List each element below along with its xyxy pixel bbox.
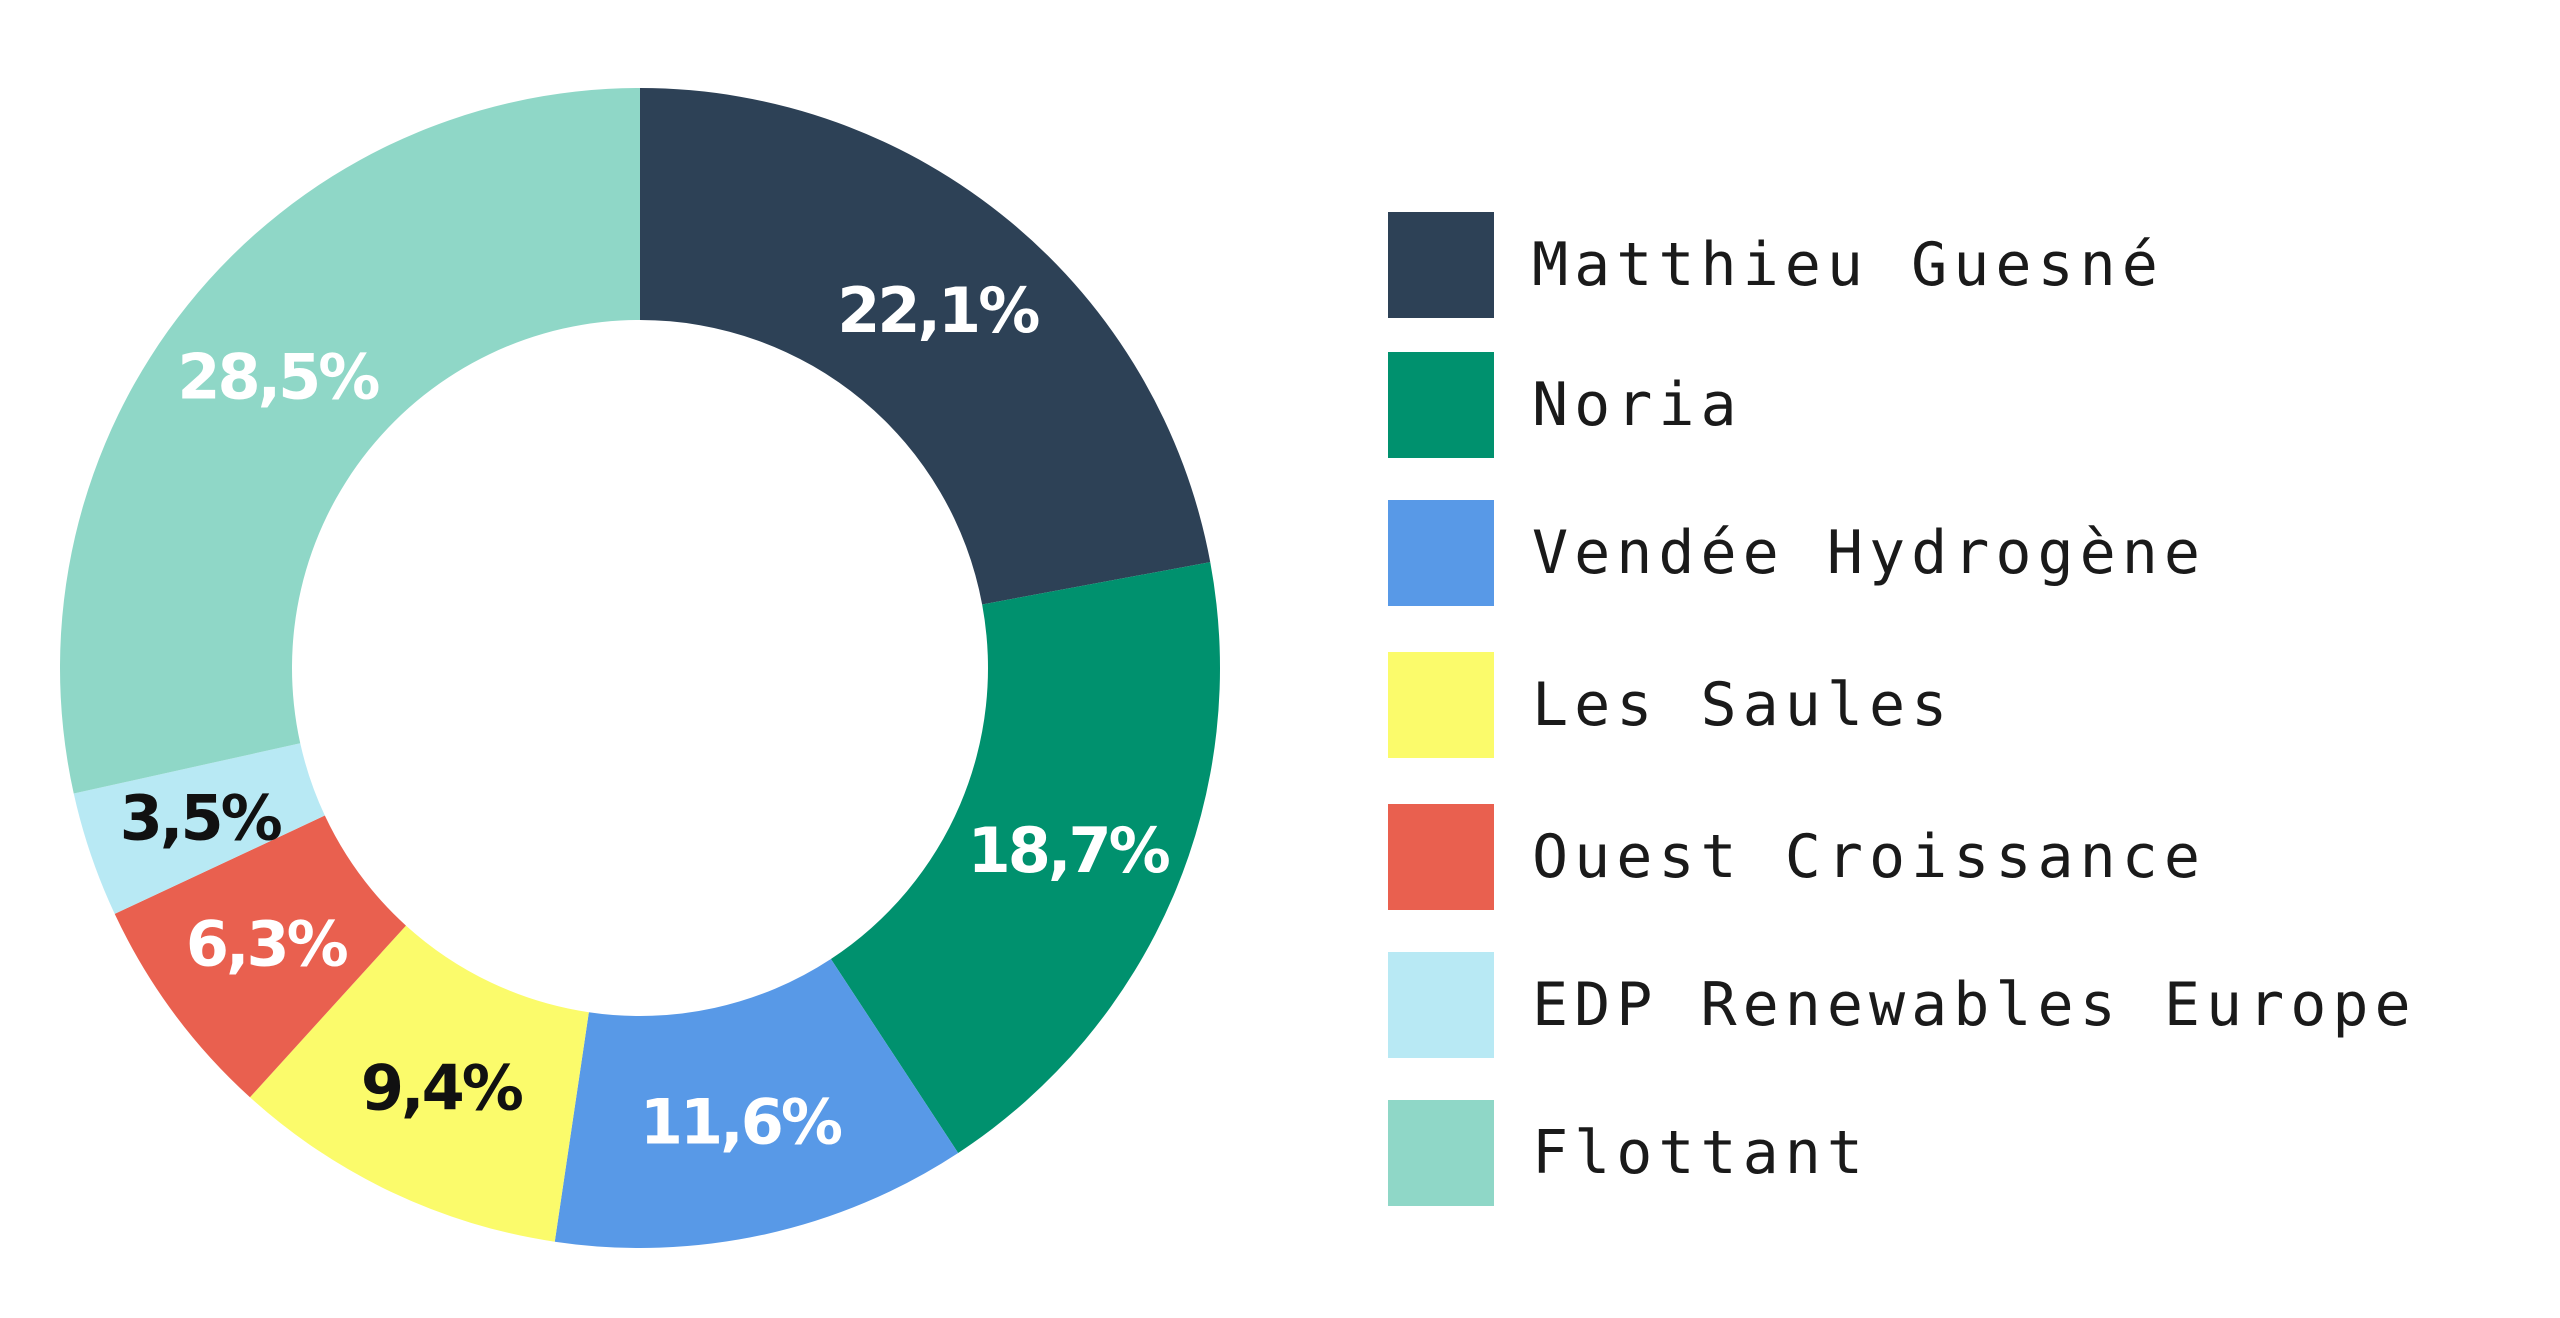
slice-flottant — [59, 88, 640, 794]
slice-noria — [830, 562, 1220, 1153]
slice-ouest-croissance — [114, 815, 406, 1098]
legend-swatch-noria — [1388, 352, 1494, 458]
slice-edp-renewables-europe — [73, 743, 325, 914]
legend-label-matthieu-guesne: Matthieu Guesné — [1532, 230, 2164, 300]
legend-swatch-ouest-croissance — [1388, 804, 1494, 910]
legend-swatch-matthieu-guesne — [1388, 212, 1494, 318]
legend-swatch-flottant — [1388, 1100, 1494, 1206]
slice-matthieu-guesne — [640, 88, 1211, 605]
legend-item-noria: Noria — [1388, 352, 1743, 458]
legend-item-vendee-hydrogene: Vendée Hydrogène — [1388, 500, 2206, 606]
legend-item-flottant: Flottant — [1388, 1100, 1869, 1206]
legend-swatch-les-saules — [1388, 652, 1494, 758]
legend-label-ouest-croissance: Ouest Croissance — [1532, 822, 2206, 892]
slice-label-vendee-hydrogene: 11,6% — [640, 1086, 842, 1159]
legend-item-matthieu-guesne: Matthieu Guesné — [1388, 212, 2164, 318]
legend-label-flottant: Flottant — [1532, 1118, 1869, 1188]
slice-label-noria: 18,7% — [968, 814, 1170, 887]
slice-label-matthieu-guesne: 22,1% — [837, 274, 1039, 347]
donut-slice-labels: 22,1% 18,7% 11,6% 9,4%6,3% 3,5% 28,5% — [120, 274, 1173, 1159]
slice-label-les-saules: 9,4% — [361, 1052, 523, 1125]
legend-label-vendee-hydrogene: Vendée Hydrogène — [1532, 518, 2206, 588]
legend-swatch-vendee-hydrogene — [1388, 500, 1494, 606]
legend-label-edp-renewables-europe: EDP Renewables Europe — [1532, 970, 2417, 1040]
legend-label-les-saules: Les Saules — [1532, 670, 1954, 740]
legend-item-edp-renewables-europe: EDP Renewables Europe — [1388, 952, 2417, 1058]
slice-label-ouest-croissance: 6,3% — [186, 908, 348, 981]
slice-les-saules — [249, 925, 589, 1242]
slice-label-edp-renewables-europe: 3,5% — [120, 781, 282, 854]
legend-item-ouest-croissance: Ouest Croissance — [1388, 804, 2206, 910]
slice-vendee-hydrogene — [554, 958, 959, 1249]
slice-label-flottant: 28,5% — [177, 340, 379, 413]
legend-swatch-edp-renewables-europe — [1388, 952, 1494, 1058]
chart-legend: Matthieu Guesné Noria Vendée Hydrogène Les … — [1388, 0, 2538, 1318]
legend-item-les-saules: Les Saules — [1388, 652, 1953, 758]
donut-slices — [59, 88, 1220, 1249]
legend-label-noria: Noria — [1532, 370, 1743, 440]
